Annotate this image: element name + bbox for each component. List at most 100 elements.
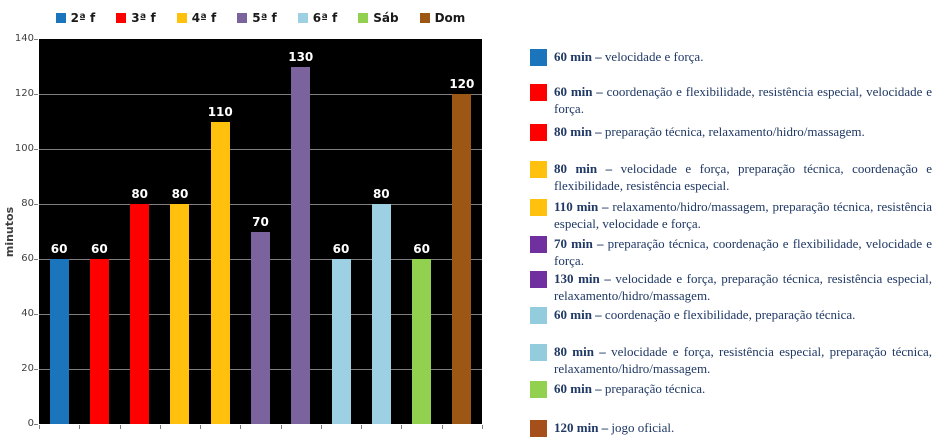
duration-label: 110 min – bbox=[554, 199, 609, 214]
chart-legend: 2ª f 3ª f 4ª f 5ª f 6ª f Sáb Dom bbox=[39, 7, 482, 29]
x-tick-mark bbox=[482, 425, 483, 429]
y-tick-label: 20 bbox=[21, 363, 34, 374]
duration-label: 60 min – bbox=[554, 307, 602, 322]
duration-label: 130 min – bbox=[554, 271, 611, 286]
bar-value-label: 120 bbox=[449, 77, 475, 91]
bar bbox=[452, 94, 472, 424]
panel-swatch bbox=[530, 84, 547, 101]
legend-swatch bbox=[358, 13, 369, 23]
panel-item: 60 min – coordenação e flexibilidade, re… bbox=[530, 83, 932, 117]
panel-swatch bbox=[530, 307, 547, 324]
bar bbox=[130, 204, 150, 424]
legend-item: 4ª f bbox=[176, 11, 217, 25]
y-tick-mark bbox=[34, 149, 38, 150]
y-tick-label: 140 bbox=[14, 33, 34, 44]
duration-label: 80 min – bbox=[554, 344, 606, 359]
panel-item: 60 min – velocidade e força. bbox=[530, 48, 932, 66]
legend-item: 6ª f bbox=[297, 11, 337, 25]
gridline bbox=[39, 149, 482, 150]
panel-swatch bbox=[530, 161, 547, 178]
y-tick-label: 0 bbox=[27, 418, 34, 429]
legend-swatch bbox=[297, 13, 308, 23]
legend-item: Dom bbox=[419, 11, 466, 25]
x-tick-mark bbox=[240, 425, 242, 429]
y-tick-label: 80 bbox=[21, 198, 34, 209]
bar-value-label: 60 bbox=[413, 242, 430, 256]
legend-swatch bbox=[176, 13, 187, 23]
x-tick-mark bbox=[401, 425, 403, 429]
panel-text: coordenação e flexibilidade, preparação … bbox=[601, 307, 856, 322]
y-tick-mark bbox=[34, 204, 38, 205]
plot-area: 60 60 80 80 110 70 130 60 80 60 120 bbox=[39, 39, 482, 424]
panel-item: 60 min – coordenação e flexibilidade, pr… bbox=[530, 306, 932, 324]
x-tick-mark bbox=[79, 425, 81, 429]
panel-swatch bbox=[530, 271, 547, 288]
panel-item: 70 min – preparação técnica, coordenação… bbox=[530, 235, 932, 269]
bar-value-label: 80 bbox=[131, 187, 149, 201]
duration-label: 80 min – bbox=[554, 161, 613, 176]
panel-text: velocidade e força. bbox=[601, 49, 704, 64]
legend-label: 5ª f bbox=[252, 11, 277, 25]
y-tick-label: 40 bbox=[21, 308, 34, 319]
gridline bbox=[39, 94, 482, 95]
y-tick-mark bbox=[34, 424, 38, 425]
legend-item: 5ª f bbox=[237, 11, 277, 25]
legend-item: 3ª f bbox=[116, 11, 156, 25]
panel-text: coordenação e flexibilidade, resistência… bbox=[554, 84, 932, 116]
bar bbox=[251, 231, 270, 424]
panel-item: 80 min – velocidade e força, resistência… bbox=[530, 343, 932, 377]
duration-label: 60 min – bbox=[554, 381, 602, 396]
legend-swatch bbox=[116, 13, 127, 23]
legend-item: Sáb bbox=[358, 11, 399, 25]
panel-swatch bbox=[530, 49, 547, 66]
bar-value-label: 110 bbox=[207, 104, 233, 119]
legend-label: Dom bbox=[434, 11, 466, 25]
legend-panel: 60 min – velocidade e força. 60 min – coo… bbox=[530, 0, 934, 446]
panel-text: velocidade e força, preparação técnica, … bbox=[554, 271, 932, 303]
legend-label: Sáb bbox=[373, 11, 399, 25]
x-tick-mark bbox=[280, 425, 282, 429]
bar-value-label: 60 bbox=[50, 242, 68, 256]
x-tick-mark bbox=[39, 425, 40, 429]
panel-text: preparação técnica, relaxamento/hidro/ma… bbox=[601, 124, 865, 139]
legend-swatch bbox=[237, 13, 248, 23]
panel-item: 80 min – preparação técnica, relaxamento… bbox=[530, 123, 932, 141]
panel-item: 120 min – jogo oficial. bbox=[530, 419, 932, 437]
duration-label: 80 min – bbox=[554, 124, 602, 139]
gridline bbox=[39, 204, 482, 205]
bar-value-label: 70 bbox=[252, 214, 269, 229]
duration-label: 60 min – bbox=[554, 84, 603, 99]
y-tick-label: 60 bbox=[21, 253, 34, 264]
panel-swatch bbox=[530, 381, 547, 398]
panel-swatch bbox=[530, 420, 547, 437]
x-tick-mark bbox=[159, 425, 161, 429]
panel-text: relaxamento/hidro/massagem, preparação t… bbox=[554, 199, 932, 231]
legend-label: 2ª f bbox=[70, 11, 96, 25]
panel-item: 60 min – preparação técnica. bbox=[530, 380, 932, 398]
bar-value-label: 80 bbox=[171, 187, 189, 201]
legend-label: 4ª f bbox=[191, 11, 217, 25]
panel-swatch bbox=[530, 124, 547, 141]
y-tick-mark bbox=[34, 369, 38, 370]
x-tick-mark bbox=[361, 425, 363, 429]
bar-value-label: 130 bbox=[288, 49, 314, 64]
bar-value-label: 60 bbox=[91, 242, 108, 256]
panel-swatch bbox=[530, 344, 547, 361]
y-tick-mark bbox=[34, 39, 38, 40]
x-tick-mark bbox=[119, 425, 121, 429]
bar bbox=[210, 121, 230, 424]
legend-swatch bbox=[419, 13, 430, 23]
y-tick-mark bbox=[34, 259, 38, 260]
legend-label: 3ª f bbox=[131, 11, 156, 25]
bar bbox=[291, 66, 311, 424]
bar bbox=[331, 259, 351, 424]
bar bbox=[49, 259, 69, 424]
duration-label: 60 min – bbox=[554, 49, 602, 64]
bar bbox=[412, 259, 432, 424]
bar-value-label: 80 bbox=[372, 187, 390, 201]
panel-text: velocidade e força, preparação técnica, … bbox=[554, 161, 932, 193]
panel-item: 110 min – relaxamento/hidro/massagem, pr… bbox=[530, 198, 932, 232]
bar bbox=[89, 259, 109, 424]
y-tick-mark bbox=[34, 94, 38, 95]
